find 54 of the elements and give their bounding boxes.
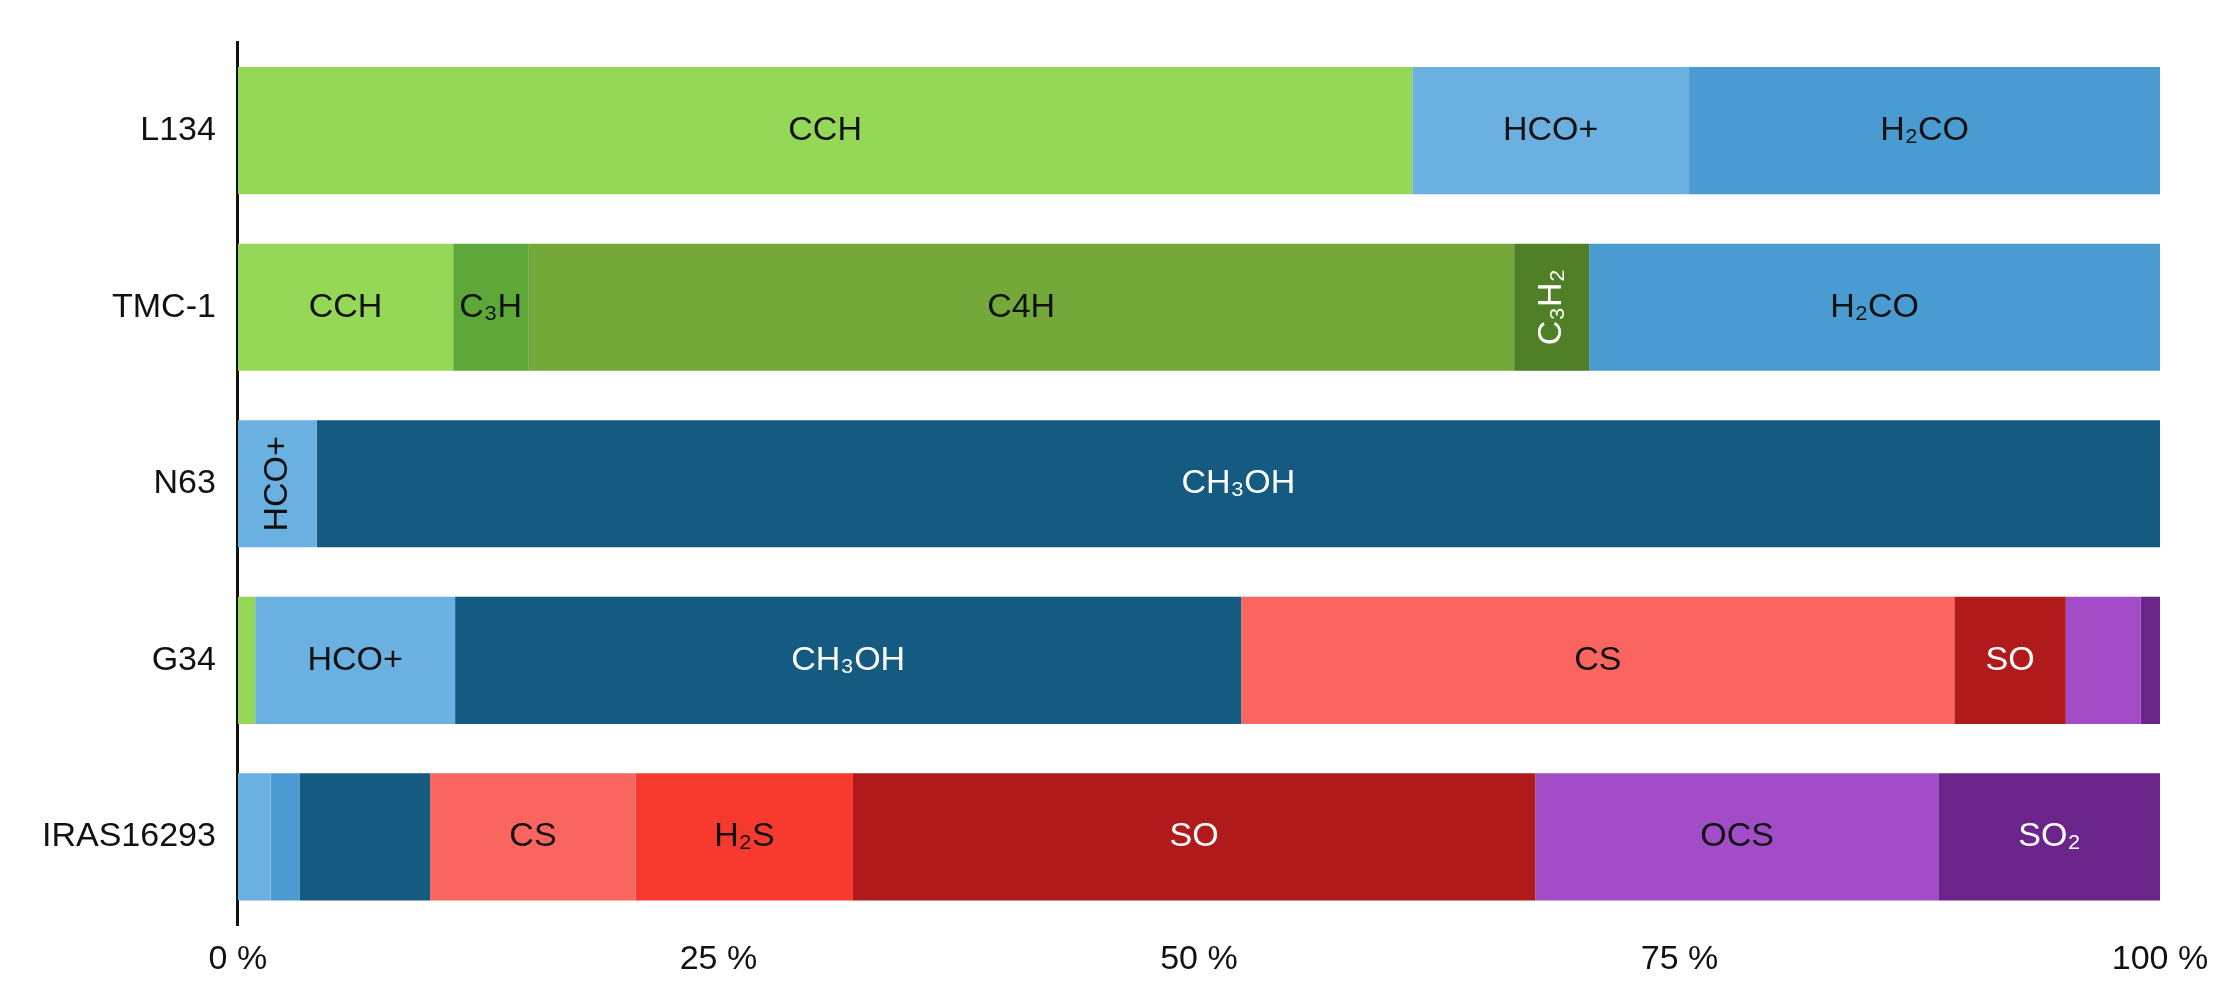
text: CH₃OH [791,638,906,677]
bar [316,420,2160,548]
x-tick-label: 100 % [2111,937,2209,976]
bar [2140,596,2160,724]
series-label: H₂CO [1880,109,1969,148]
series-label: SO₂ [2018,815,2081,854]
bar [1241,596,1955,724]
series-label: CCH [788,109,862,148]
text: CCH [308,285,383,324]
bar [1689,67,2160,195]
x-tick-label: 25 % [679,937,758,976]
text: HCO+ [1502,109,1599,148]
bar [237,67,1413,195]
bar [1412,67,1690,195]
x-tick-label: 0 % [208,937,268,976]
bar [852,773,1536,901]
bar [237,596,256,724]
y-tick-label: IRAS16293 [42,815,216,854]
series-label: C₃H [459,285,523,324]
bar [455,596,1242,724]
bar [237,243,454,371]
bar [2065,596,2141,724]
y-tick-label: G34 [151,638,216,677]
x-tick-label: 75 % [1640,937,1719,976]
bar [1938,773,2160,901]
bar [1535,773,1939,901]
y-tick-label: N63 [153,462,216,501]
bar [299,773,431,901]
series-label: CH₃OH [1181,462,1296,501]
bar [430,773,636,901]
text: H₂CO [1830,285,1919,324]
text: HCO+ [307,638,403,677]
text: SO [1169,815,1219,854]
bar [237,773,271,901]
bar [1954,596,2066,724]
bar [1514,243,1590,371]
bar [1589,243,2160,371]
series-label: C₃H₂ [1530,269,1569,346]
bar [635,773,853,901]
series-label: H₂S [714,815,775,854]
series-label: C4H [987,285,1056,324]
bar [255,596,456,724]
y-tick-label: L134 [140,109,216,148]
y-tick-label: TMC-1 [112,285,216,324]
text: CS [1574,638,1622,677]
x-tick-label: 50 % [1160,937,1238,976]
series-label: OCS [1700,815,1774,854]
bar [270,773,300,901]
series-label: CS [509,815,557,854]
series-label: SO [1985,638,2035,677]
bar [237,420,317,548]
series-label: HCO+ [255,436,294,532]
bar [453,243,529,371]
bar [528,243,1515,371]
